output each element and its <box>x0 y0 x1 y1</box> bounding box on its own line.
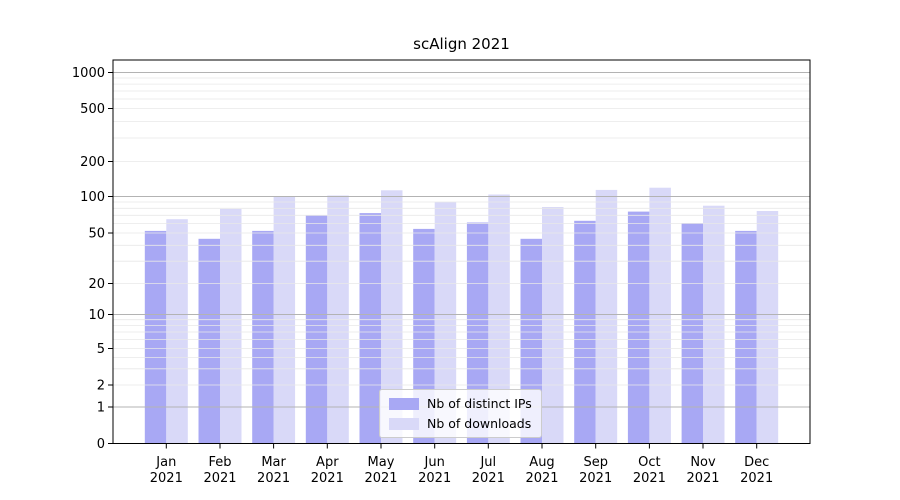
bar-oct-distinct-ips <box>627 211 650 444</box>
y-tick-label: 20 <box>88 277 105 292</box>
y-tick-label: 500 <box>80 102 105 117</box>
bar-dec-distinct-ips <box>735 230 757 444</box>
x-tick-label-month: May <box>368 455 395 470</box>
bar-mar-distinct-ips <box>252 230 274 444</box>
bar-dec-downloads <box>756 211 779 444</box>
bar-jan-distinct-ips <box>144 230 167 444</box>
legend: Nb of distinct IPs Nb of downloads <box>379 389 542 438</box>
bar-nov-downloads <box>703 205 725 444</box>
x-tick-label-month: Aug <box>529 455 554 470</box>
chart-title: scAlign 2021 <box>413 35 510 53</box>
legend-swatch-distinct-ips-icon <box>389 397 419 410</box>
x-tick-label-month: Feb <box>208 455 231 470</box>
bar-jan-downloads <box>166 219 188 444</box>
x-tick-label-year: 2021 <box>686 471 719 486</box>
x-tick-label-year: 2021 <box>579 471 612 486</box>
bar-oct-downloads <box>649 187 671 444</box>
y-tick-label: 0 <box>97 437 105 452</box>
x-tick-label-month: Dec <box>744 455 769 470</box>
bar-sep-downloads <box>595 189 618 444</box>
bar-jul-distinct-ips <box>466 222 489 444</box>
bar-jun-downloads <box>434 202 457 444</box>
y-tick-label: 1 <box>97 401 105 416</box>
x-tick-label-year: 2021 <box>203 471 236 486</box>
x-tick-label-year: 2021 <box>633 471 666 486</box>
x-tick-label-month: Jan <box>155 455 176 470</box>
x-tick-label-month: Sep <box>583 455 608 470</box>
x-tick-label-year: 2021 <box>418 471 451 486</box>
y-tick-label: 5 <box>97 342 105 357</box>
plot-border <box>112 59 811 444</box>
bar-jul-downloads <box>488 194 510 444</box>
bar-nov-distinct-ips <box>681 223 704 444</box>
x-tick-label-month: Apr <box>316 455 339 470</box>
y-tick-label: 10 <box>88 308 105 323</box>
x-tick-label-year: 2021 <box>740 471 773 486</box>
bar-may-downloads <box>381 190 403 444</box>
x-tick-label-month: Mar <box>261 455 286 470</box>
x-tick-label-month: Jun <box>424 455 445 470</box>
x-tick-label-month: Oct <box>638 455 660 470</box>
bar-may-distinct-ips <box>359 213 381 444</box>
bar-feb-distinct-ips <box>198 238 220 444</box>
y-tick-label: 200 <box>80 155 105 170</box>
y-tick-label: 1000 <box>72 66 105 81</box>
y-tick-label: 50 <box>88 227 105 242</box>
legend-label-downloads: Nb of downloads <box>427 416 532 431</box>
x-tick-label-year: 2021 <box>364 471 397 486</box>
x-tick-label-year: 2021 <box>311 471 344 486</box>
legend-label-distinct-ips: Nb of distinct IPs <box>427 396 532 411</box>
y-tick-label: 2 <box>97 379 105 394</box>
legend-item-distinct-ips: Nb of distinct IPs <box>389 396 532 411</box>
bar-feb-downloads <box>220 208 242 444</box>
x-tick-label-month: Jul <box>479 455 496 470</box>
legend-swatch-downloads-icon <box>389 417 419 430</box>
x-tick-label-month: Nov <box>690 455 716 470</box>
x-tick-label-year: 2021 <box>150 471 183 486</box>
legend-item-downloads: Nb of downloads <box>389 416 532 431</box>
bar-apr-distinct-ips <box>305 215 328 444</box>
x-tick-label-year: 2021 <box>525 471 558 486</box>
x-tick-label-year: 2021 <box>257 471 290 486</box>
y-tick-label: 100 <box>80 190 105 205</box>
x-tick-label-year: 2021 <box>472 471 505 486</box>
